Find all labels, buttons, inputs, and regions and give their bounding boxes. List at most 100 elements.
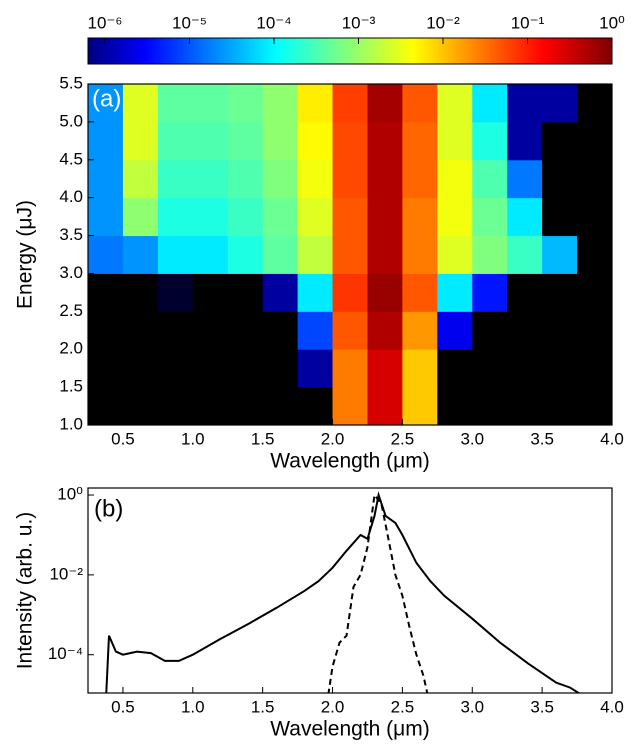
heat-cell	[88, 349, 124, 388]
heat-cell	[157, 159, 194, 199]
heat-cell	[227, 235, 264, 274]
heat-cell	[507, 159, 543, 199]
plot-frame	[87, 487, 613, 694]
heat-cell	[402, 84, 438, 123]
heat-cell	[542, 197, 578, 237]
y-tick-label: 10⁻²	[49, 564, 83, 583]
heat-cell	[262, 273, 299, 312]
heat-cell	[367, 349, 403, 388]
x-tick-label: 1.5	[251, 697, 275, 716]
heat-cell	[297, 387, 334, 426]
heat-cell	[507, 84, 543, 123]
heat-cell	[542, 273, 578, 312]
heat-cell	[332, 84, 368, 123]
y-tick-label: 5.5	[59, 73, 83, 92]
heat-cell	[437, 159, 473, 199]
x-tick-label: 4.0	[600, 429, 624, 448]
heat-cell	[192, 311, 229, 350]
heat-cell	[122, 84, 159, 123]
heat-cell	[332, 311, 368, 350]
heat-cell	[577, 311, 613, 350]
heat-cell	[472, 159, 508, 199]
colorbar-tick-label: 10⁻²	[426, 13, 460, 32]
heat-cell	[507, 121, 543, 161]
heat-cell	[367, 121, 403, 161]
heat-cell	[402, 197, 438, 237]
heat-cell	[402, 273, 438, 312]
heat-cell	[542, 387, 578, 426]
colorbar-tick-label: 10⁻⁴	[256, 13, 291, 32]
heat-cell	[472, 84, 508, 123]
heat-cell	[402, 235, 438, 274]
heat-cell	[157, 349, 194, 388]
heat-cell	[157, 84, 194, 123]
heat-cell	[262, 159, 299, 199]
y-tick-label: 2.5	[59, 301, 83, 320]
heat-cell	[297, 197, 334, 237]
heat-cell	[192, 235, 229, 274]
x-tick-label: 2.5	[391, 697, 415, 716]
y-tick-label: 5.0	[59, 111, 83, 130]
heat-cell	[262, 387, 299, 426]
heat-cell	[88, 311, 124, 350]
x-tick-label: 1.0	[181, 697, 205, 716]
heat-cell	[402, 121, 438, 161]
x-axis-label: Wavelength (μm)	[270, 718, 430, 741]
heat-cell	[577, 235, 613, 274]
colorbar	[87, 37, 613, 65]
x-tick-label: 3.0	[460, 429, 484, 448]
heat-cell	[507, 197, 543, 237]
heat-cell	[542, 159, 578, 199]
heat-cell	[577, 349, 613, 388]
heat-cell	[577, 84, 613, 123]
heat-cell	[157, 387, 194, 426]
heat-cell	[437, 311, 473, 350]
heat-cell	[437, 273, 473, 312]
heat-cell	[367, 273, 403, 312]
heat-cell	[192, 197, 229, 237]
heat-cell	[192, 349, 229, 388]
heat-cell	[262, 121, 299, 161]
heat-cell	[577, 159, 613, 199]
heat-cell	[472, 349, 508, 388]
heat-cell	[472, 387, 508, 426]
heat-cell	[88, 121, 124, 161]
heat-cell	[332, 121, 368, 161]
heat-cell	[157, 197, 194, 237]
heat-cell	[157, 235, 194, 274]
heat-cell	[332, 273, 368, 312]
heat-cell	[437, 197, 473, 237]
y-tick-label: 1.0	[59, 414, 83, 433]
colorbar-tick-label: 10⁻⁵	[172, 13, 207, 32]
heat-cell	[297, 349, 334, 388]
heat-cell	[192, 159, 229, 199]
plot-frame	[87, 83, 613, 426]
heat-cell	[402, 349, 438, 388]
heat-cell	[227, 197, 264, 237]
x-tick-label: 3.5	[530, 429, 554, 448]
panel-label: (a)	[92, 85, 121, 112]
heat-cell	[437, 235, 473, 274]
heat-cell	[507, 387, 543, 426]
heat-cell	[192, 273, 229, 312]
heat-cell	[542, 235, 578, 274]
heat-cell	[227, 311, 264, 350]
heat-cell	[507, 273, 543, 312]
heat-cell	[332, 159, 368, 199]
colorbar-tick-label: 10⁻³	[342, 13, 376, 32]
heat-cell	[297, 159, 334, 199]
heat-cell	[262, 349, 299, 388]
heat-cell	[332, 387, 368, 426]
heat-cell	[88, 387, 124, 426]
colorbar-tick-label: 10⁻⁶	[88, 13, 123, 32]
heat-cell	[472, 273, 508, 312]
heat-cell	[227, 121, 264, 161]
heat-cell	[227, 159, 264, 199]
heat-cell	[122, 387, 159, 426]
colorbar-tick-label: 10⁻¹	[511, 13, 545, 32]
heat-cell	[192, 121, 229, 161]
heat-cell	[332, 349, 368, 388]
x-tick-label: 1.0	[181, 429, 205, 448]
heat-cell	[472, 197, 508, 237]
